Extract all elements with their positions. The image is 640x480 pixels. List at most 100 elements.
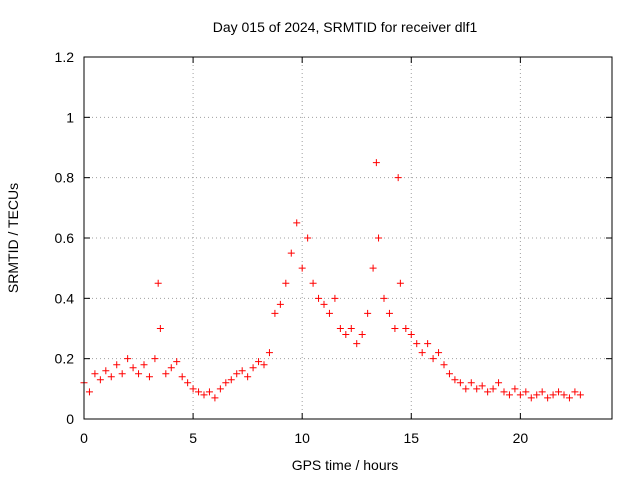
data-point-marker <box>440 361 448 369</box>
data-point-marker <box>129 364 137 372</box>
data-point-marker <box>407 331 415 339</box>
data-point-marker <box>102 367 110 375</box>
data-point-marker <box>413 340 421 348</box>
data-point-marker <box>462 385 470 393</box>
data-point-marker <box>418 349 426 357</box>
data-point-marker <box>244 373 252 381</box>
data-point-marker <box>184 379 192 387</box>
data-point-marker <box>331 294 339 302</box>
data-point-marker <box>315 294 323 302</box>
data-point-marker <box>260 361 268 369</box>
data-point-marker <box>456 379 464 387</box>
data-point-marker <box>544 394 552 402</box>
data-point-marker <box>500 388 508 396</box>
y-tick-label: 0.6 <box>55 230 75 246</box>
y-tick-label: 1.2 <box>55 49 75 65</box>
data-point-marker <box>320 300 328 308</box>
data-point-marker <box>167 364 175 372</box>
data-point-marker <box>342 331 350 339</box>
data-point-marker <box>189 385 197 393</box>
data-point-marker <box>96 376 104 384</box>
data-point-marker <box>200 391 208 399</box>
data-point-marker <box>227 376 235 384</box>
data-point-marker <box>391 325 399 332</box>
data-point-marker <box>298 264 306 272</box>
data-point-marker <box>276 300 284 308</box>
data-point-marker <box>484 388 492 396</box>
x-tick-label: 10 <box>294 430 310 446</box>
data-point-marker <box>424 340 432 348</box>
data-points <box>80 159 584 402</box>
data-point-marker <box>489 385 497 393</box>
data-point-marker <box>91 370 99 378</box>
data-point-marker <box>271 309 279 317</box>
data-point-marker <box>325 309 333 317</box>
data-point-marker <box>451 376 459 384</box>
y-tick-label: 1 <box>66 109 74 125</box>
data-point-marker <box>353 340 361 348</box>
data-point-marker <box>372 159 380 167</box>
data-point-marker <box>533 391 541 399</box>
grid-lines <box>84 57 612 419</box>
data-point-marker <box>394 174 402 182</box>
data-point-marker <box>571 388 579 396</box>
x-tick-label: 5 <box>189 430 197 446</box>
data-point-marker <box>107 373 115 381</box>
y-tick-label: 0.4 <box>55 290 75 306</box>
y-axis-label: SRMTID / TECUs <box>5 183 21 293</box>
data-point-marker <box>265 349 273 357</box>
data-point-marker <box>522 388 530 396</box>
axis-ticks: 0 0.2 0.4 0.6 0.8 1 1.2 0 5 10 15 20 <box>55 49 612 446</box>
data-point-marker <box>527 394 535 402</box>
data-point-marker <box>304 234 312 242</box>
data-point-marker <box>516 391 524 399</box>
data-point-marker <box>511 385 519 393</box>
data-point-marker <box>124 355 132 363</box>
data-point-marker <box>113 361 121 369</box>
data-point-marker <box>478 382 486 390</box>
data-point-marker <box>505 391 513 399</box>
data-point-marker <box>385 309 393 317</box>
data-point-marker <box>429 355 437 363</box>
y-tick-label: 0.2 <box>55 351 75 367</box>
x-tick-label: 0 <box>80 430 88 446</box>
x-tick-label: 20 <box>513 430 529 446</box>
data-point-marker <box>467 379 475 387</box>
data-point-marker <box>495 379 503 387</box>
data-point-marker <box>162 370 170 378</box>
data-point-marker <box>565 394 573 402</box>
data-point-marker <box>549 391 557 399</box>
data-point-marker <box>233 370 241 378</box>
data-point-marker <box>118 370 126 378</box>
data-point-marker <box>576 391 584 399</box>
data-point-marker <box>309 279 317 287</box>
data-point-marker <box>369 264 377 272</box>
data-point-marker <box>195 388 203 396</box>
data-point-marker <box>538 388 546 396</box>
data-point-marker <box>216 385 224 393</box>
data-point-marker <box>151 355 159 363</box>
y-tick-label: 0 <box>66 411 74 427</box>
data-point-marker <box>238 367 246 375</box>
data-point-marker <box>222 379 230 387</box>
data-point-marker <box>375 234 383 242</box>
data-point-marker <box>473 385 481 393</box>
data-point-marker <box>249 364 257 372</box>
data-point-marker <box>282 279 290 287</box>
chart-title: Day 015 of 2024, SRMTID for receiver dlf… <box>213 19 478 35</box>
data-point-marker <box>156 325 164 332</box>
data-point-marker <box>287 249 295 257</box>
data-point-marker <box>211 394 219 402</box>
data-point-marker <box>293 219 301 227</box>
data-point-marker <box>364 309 372 317</box>
data-point-marker <box>358 331 366 339</box>
data-point-marker <box>402 325 410 332</box>
data-point-marker <box>435 349 443 357</box>
x-tick-label: 15 <box>403 430 419 446</box>
data-point-marker <box>145 373 153 381</box>
data-point-marker <box>178 373 186 381</box>
data-point-marker <box>85 388 93 396</box>
data-point-marker <box>347 325 355 332</box>
data-point-marker <box>396 279 404 287</box>
